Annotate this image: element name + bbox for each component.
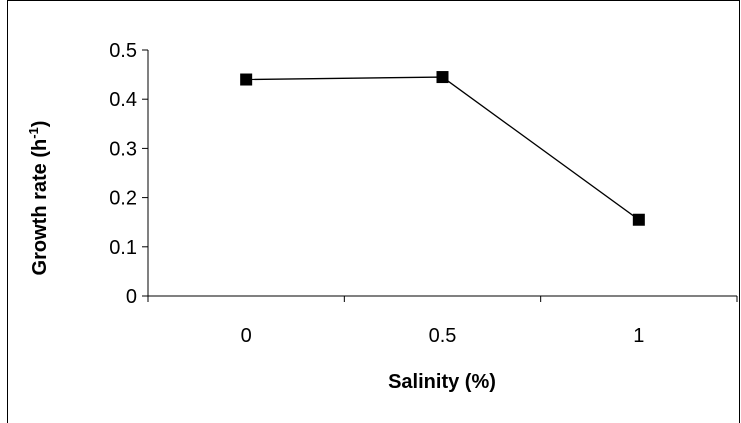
y-axis-title-close: )	[29, 121, 51, 128]
y-tick-label: 0.4	[109, 89, 137, 111]
y-tick-label: 0.1	[109, 237, 137, 259]
x-axis-title: Salinity (%)	[388, 371, 496, 393]
x-tick-label: 0	[241, 325, 252, 347]
y-axis-title-superscript: -1	[26, 127, 41, 139]
y-tick-label: 0.5	[109, 40, 137, 62]
data-point	[632, 213, 645, 226]
y-axis-title-main: Growth rate (h	[29, 139, 51, 276]
chart-frame	[7, 0, 740, 423]
y-axis-title: Growth rate (h-1)	[26, 121, 51, 276]
x-ticks: 0 0.5 1	[147, 296, 738, 347]
y-tick-label: 0.3	[109, 138, 137, 160]
y-tick-label: 0.2	[109, 188, 137, 210]
x-tick-label: 0.5	[429, 325, 457, 347]
x-tick-label: 1	[633, 325, 644, 347]
y-ticks: 0 0.1 0.2 0.3 0.4 0.5	[109, 40, 148, 308]
data-point	[240, 73, 253, 86]
series	[240, 71, 645, 226]
y-tick-label: 0	[126, 286, 137, 308]
axes	[147, 50, 737, 297]
series-line	[246, 76, 640, 221]
data-point	[436, 71, 449, 84]
